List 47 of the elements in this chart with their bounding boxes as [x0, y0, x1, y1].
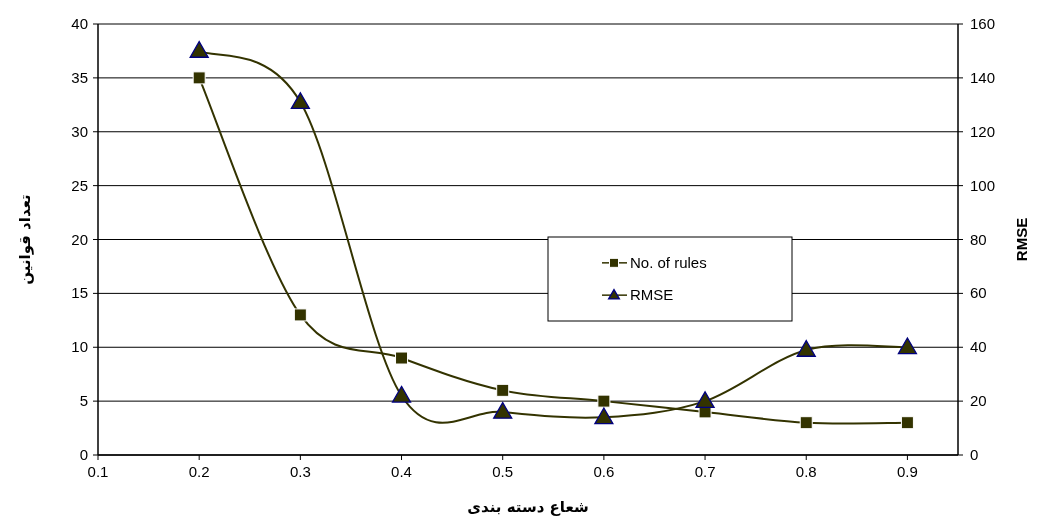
y2-tick-label: 140	[970, 68, 996, 86]
point	[799, 416, 813, 430]
y2-tick-label: 80	[970, 230, 987, 248]
y2-tick-label: 100	[970, 176, 996, 194]
point	[900, 416, 914, 430]
point	[290, 92, 310, 110]
y-tick-label: 40	[71, 15, 88, 32]
x-axis-title: شعاع دسته بندی	[467, 498, 589, 516]
point	[496, 383, 510, 397]
y-tick-label: 20	[71, 230, 88, 248]
x-tick-label: 0.4	[391, 463, 412, 480]
point	[594, 407, 614, 425]
y-tick-label: 5	[79, 392, 88, 410]
point	[897, 337, 918, 355]
point	[391, 385, 412, 403]
y2-tick-label: 160	[970, 15, 996, 32]
x-tick-label: 0.5	[492, 463, 514, 480]
y-tick-label: 30	[71, 122, 88, 140]
point	[597, 394, 611, 408]
x-tick-label: 0.6	[593, 463, 615, 480]
x-tick-label: 0.2	[188, 463, 210, 480]
y2-tick-label: 20	[970, 392, 987, 410]
y2-tick-label: 0	[970, 446, 979, 463]
y2-tick-label: 120	[970, 122, 996, 140]
point	[192, 71, 206, 85]
x-tick-label: 0.1	[87, 463, 109, 480]
y2-tick-label: 60	[970, 284, 987, 302]
y2-tick-label: 40	[970, 338, 987, 356]
y-tick-label: 25	[71, 176, 88, 194]
y-tick-label: 10	[71, 338, 88, 356]
x-tick-label: 0.9	[896, 463, 918, 480]
y-tick-label: 35	[71, 68, 88, 86]
point	[293, 308, 307, 322]
y2-axis-title: RMSE	[1013, 217, 1030, 262]
x-tick-label: 0.8	[795, 463, 817, 480]
legend-label: RMSE	[630, 286, 674, 304]
x-tick-label: 0.3	[289, 463, 311, 480]
point	[189, 40, 209, 58]
y-axis-title: تعداد قوانین	[16, 194, 34, 285]
point	[395, 351, 409, 365]
y-tick-label: 0	[79, 446, 88, 463]
point	[695, 391, 715, 409]
y-tick-label: 15	[71, 284, 88, 302]
point	[493, 401, 513, 419]
point	[796, 339, 816, 357]
legend-label: No. of rules	[630, 253, 707, 271]
x-tick-label: 0.7	[694, 463, 716, 480]
